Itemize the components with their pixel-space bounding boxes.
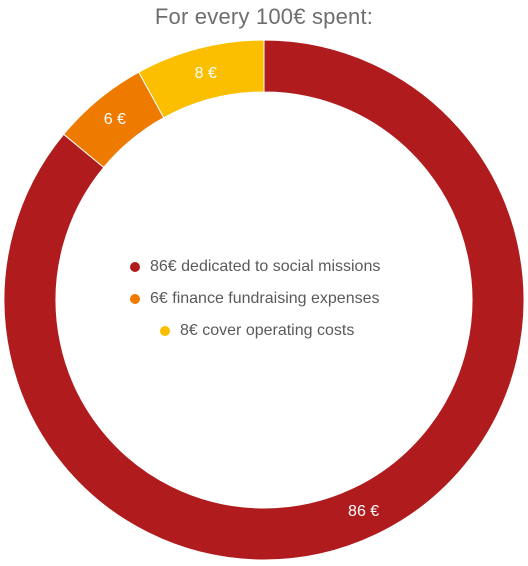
data-label-fundraising: 6 €: [104, 111, 126, 128]
legend-swatch-operating-costs: [160, 326, 170, 336]
slice-social-missions: [3, 39, 525, 561]
legend-label-operating-costs: 8€ cover operating costs: [180, 322, 355, 339]
legend-item-fundraising: 6€ finance fundraising expenses: [130, 289, 450, 309]
legend-label-social-missions: 86€ dedicated to social missions: [150, 258, 381, 275]
legend-swatch-social-missions: [130, 262, 140, 272]
slices-group: [3, 39, 525, 561]
chart-title: For every 100€ spent:: [154, 4, 374, 29]
data-labels-group: 86 € 6 € 8 €: [104, 65, 380, 520]
legend-item-social-missions: 86€ dedicated to social missions: [130, 257, 450, 277]
legend-item-operating-costs: 8€ cover operating costs: [160, 321, 450, 341]
legend-label-fundraising: 6€ finance fundraising expenses: [150, 290, 380, 307]
data-label-operating-costs: 8 €: [195, 65, 217, 82]
legend-swatch-fundraising: [130, 294, 140, 304]
legend: 86€ dedicated to social missions 6€ fina…: [130, 257, 450, 353]
data-label-social-missions: 86 €: [348, 503, 379, 520]
slice-operating-costs: [138, 39, 265, 119]
